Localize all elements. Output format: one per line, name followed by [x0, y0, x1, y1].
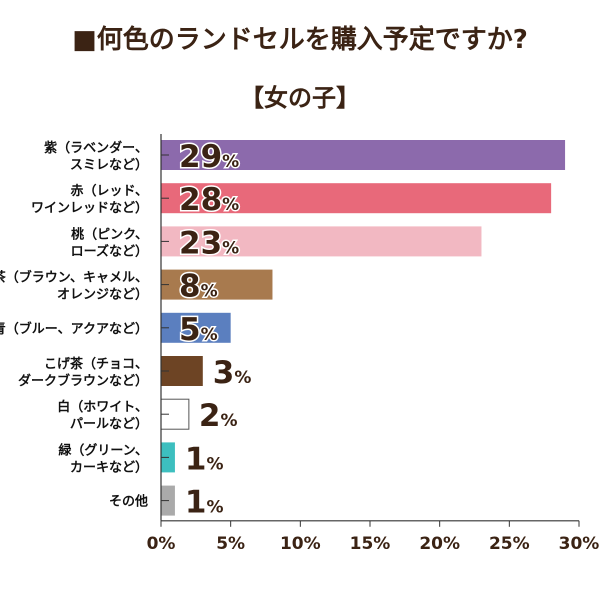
value-label: 23% — [179, 225, 239, 261]
bar — [161, 140, 566, 170]
bar — [161, 312, 231, 343]
category-label: 紫（ラベンダー、スミレなど） — [44, 140, 148, 173]
category-label: こげ茶（チョコ、ダークブラウンなど） — [18, 356, 148, 389]
value-label: 8% — [179, 269, 218, 305]
chart-title: ■何色のランドセルを購入予定ですか? — [72, 24, 528, 55]
x-tick-label: 20% — [419, 534, 460, 554]
bars: 紫（ラベンダー、スミレなど） 29% 赤（レッド、ワインレッドなど） 28% 桃（ピンク… — [0, 138, 566, 522]
category-label: その他 — [109, 494, 148, 510]
x-tick-label: 10% — [280, 534, 321, 554]
value-label: 3% — [213, 355, 252, 391]
value-label: 2% — [199, 398, 238, 434]
x-tick-label: 30% — [559, 534, 600, 554]
category-label: 桃（ピンク、ローズなど） — [71, 226, 148, 259]
value-label: 5% — [179, 312, 218, 348]
category-label: 緑（グリーン、カーキなど） — [58, 442, 148, 475]
category-label: 赤（レッド、ワインレッドなど） — [31, 183, 148, 216]
x-tick-label: 0% — [147, 534, 176, 554]
value-label: 29% — [179, 139, 239, 175]
x-tick-label: 5% — [216, 534, 245, 554]
bar — [161, 269, 273, 300]
x-tick-label: 15% — [350, 534, 391, 554]
x-tick-label: 25% — [489, 534, 530, 554]
value-label: 28% — [179, 182, 239, 218]
value-label: 1% — [185, 441, 224, 477]
x-axis: 0% 5% 10% 15% 20% 25% 30% — [147, 134, 600, 554]
category-label: 茶（ブラウン、キャメル、オレンジなど） — [0, 270, 148, 303]
bar — [161, 226, 482, 257]
chart-subtitle: 【女の子】 — [240, 84, 360, 112]
bar — [161, 183, 552, 214]
category-label: 青（ブルー、アクアなど） — [0, 321, 148, 337]
value-label: 1% — [185, 485, 224, 521]
category-label: 白（ホワイト、パールなど） — [57, 399, 148, 432]
